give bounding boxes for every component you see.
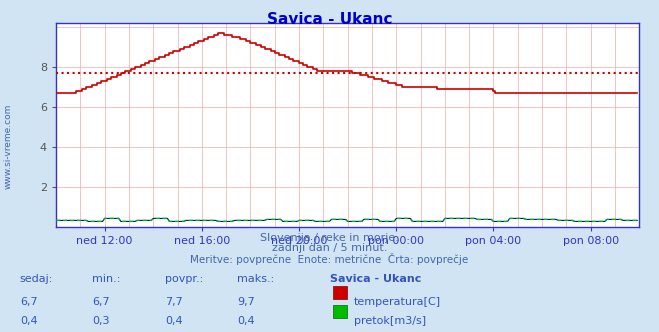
Text: Slovenija / reke in morje.: Slovenija / reke in morje.: [260, 233, 399, 243]
Text: 0,3: 0,3: [92, 316, 110, 326]
Text: Meritve: povprečne  Enote: metrične  Črta: povprečje: Meritve: povprečne Enote: metrične Črta:…: [190, 253, 469, 265]
Text: Savica - Ukanc: Savica - Ukanc: [330, 274, 421, 284]
Text: 7,7: 7,7: [165, 297, 183, 307]
Text: 6,7: 6,7: [92, 297, 110, 307]
Text: 0,4: 0,4: [165, 316, 183, 326]
Text: 6,7: 6,7: [20, 297, 38, 307]
Text: Savica - Ukanc: Savica - Ukanc: [267, 12, 392, 27]
Text: min.:: min.:: [92, 274, 121, 284]
Text: maks.:: maks.:: [237, 274, 275, 284]
Text: 0,4: 0,4: [237, 316, 255, 326]
Text: 0,4: 0,4: [20, 316, 38, 326]
Text: sedaj:: sedaj:: [20, 274, 53, 284]
Text: pretok[m3/s]: pretok[m3/s]: [354, 316, 426, 326]
Text: povpr.:: povpr.:: [165, 274, 203, 284]
Text: temperatura[C]: temperatura[C]: [354, 297, 441, 307]
Text: www.si-vreme.com: www.si-vreme.com: [3, 103, 13, 189]
Text: 9,7: 9,7: [237, 297, 255, 307]
Text: zadnji dan / 5 minut.: zadnji dan / 5 minut.: [272, 243, 387, 253]
